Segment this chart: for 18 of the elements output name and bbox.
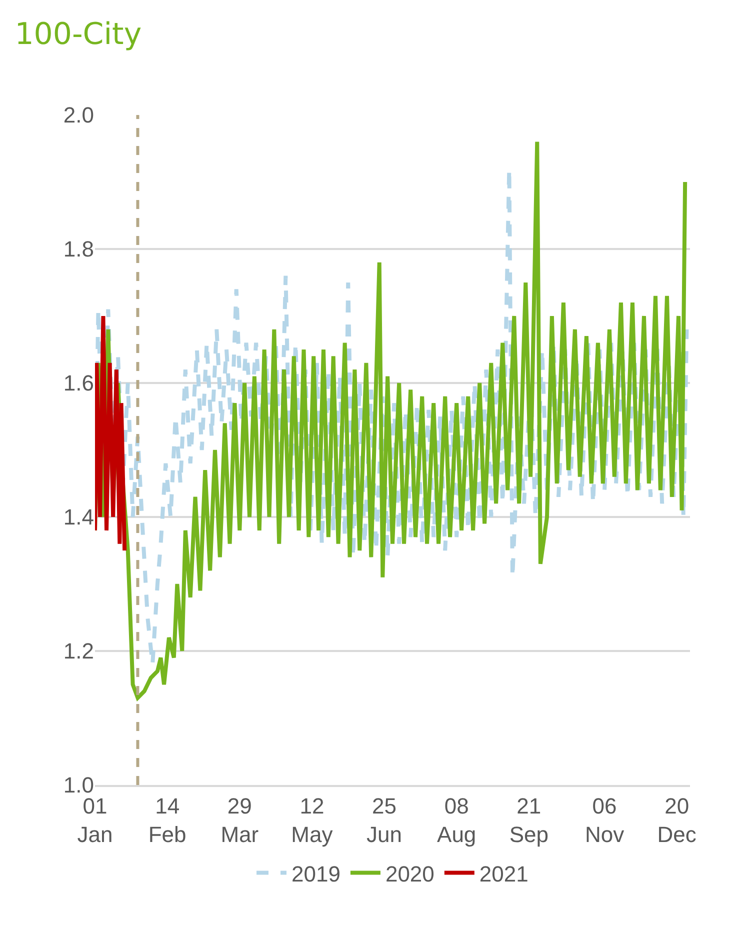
x-tick-label: 25 Jun (366, 793, 402, 847)
x-tick-label: 29 Mar (220, 793, 259, 847)
y-tick-label: 1.8 (63, 236, 94, 262)
chart-title: 100-City (14, 17, 142, 52)
legend-label: 2021 (479, 861, 528, 886)
y-tick-label: 2.0 (63, 102, 94, 128)
legend-label: 2019 (292, 861, 340, 886)
x-tick-label: 21 Sep (509, 793, 548, 847)
y-tick-label: 1.4 (63, 504, 94, 530)
x-tick-label: 08 Aug (437, 793, 476, 847)
x-tick-label: 20 Dec (657, 793, 696, 847)
line-series (95, 314, 127, 552)
legend-label: 2020 (385, 861, 434, 886)
y-tick-label: 1.6 (63, 370, 94, 396)
x-tick-label: 06 Nov (584, 793, 624, 847)
x-tick-label: 14 Feb (148, 793, 186, 847)
y-tick-label: 1.2 (63, 638, 94, 664)
x-tick-label: 12 May (291, 793, 333, 847)
